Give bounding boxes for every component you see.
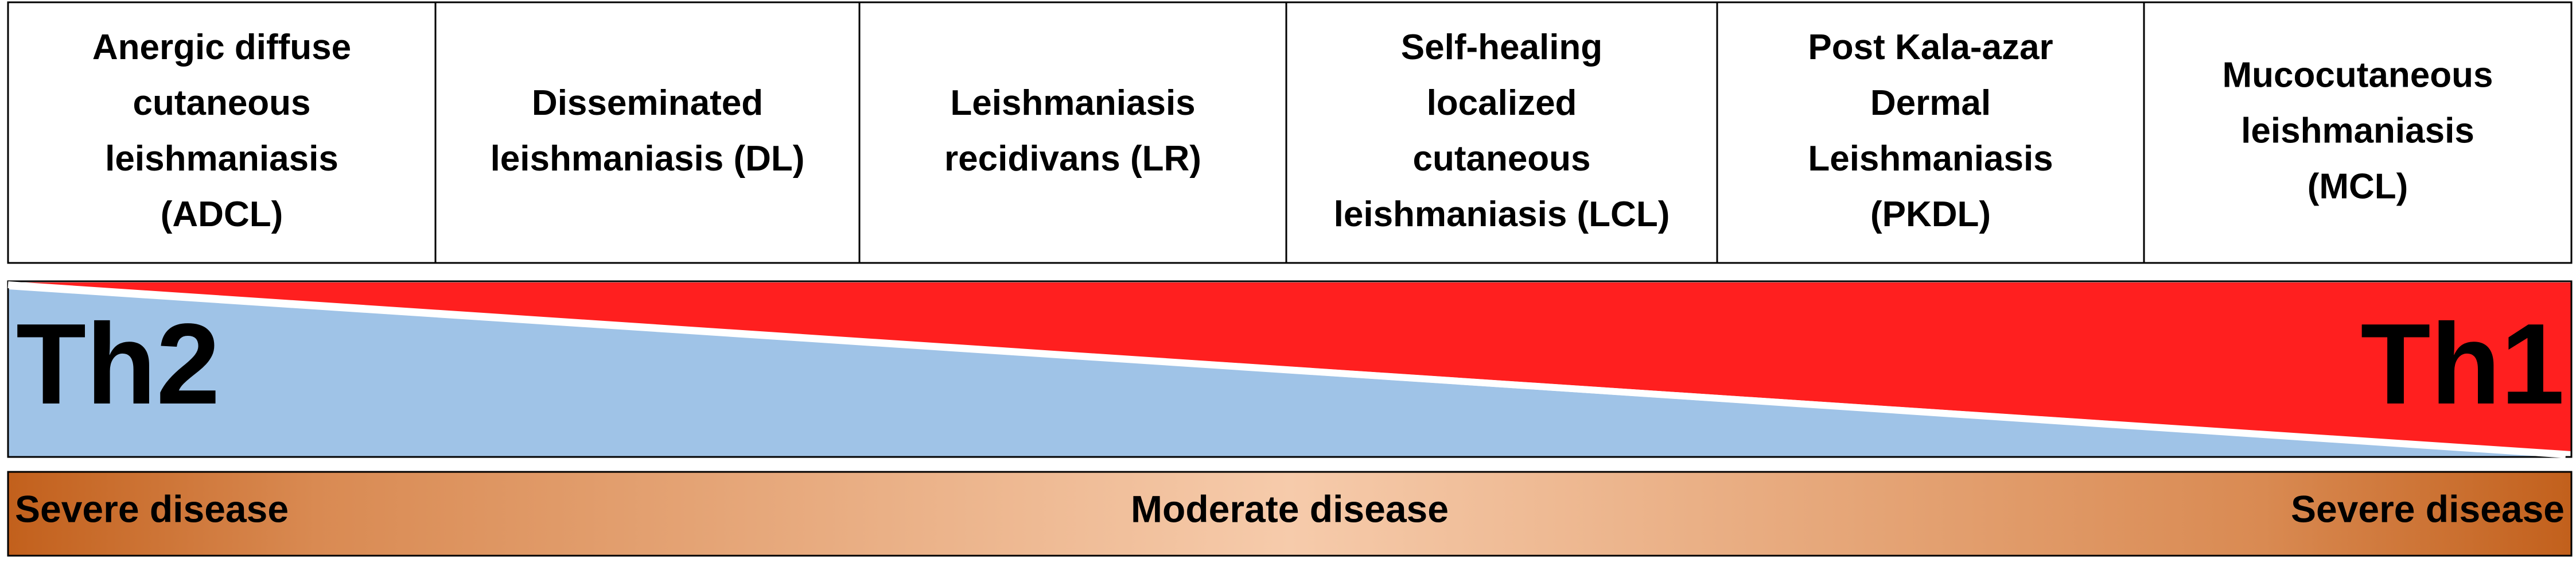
diagonal-divider [7, 281, 2566, 458]
column-label: leishmaniasis [2241, 111, 2474, 150]
table-frame [7, 1, 2573, 264]
th1-label: Th1 [2360, 300, 2565, 428]
column-label: leishmaniasis (LCL) [1334, 195, 1670, 234]
column-label: localized [1427, 83, 1577, 123]
column-label: cutaneous [1412, 139, 1590, 179]
column-label: Post Kala-azar [1808, 28, 2053, 67]
column-label: (ADCL) [161, 195, 283, 234]
severity-right: Severe disease [2291, 487, 2565, 530]
wedge-frame [7, 280, 2573, 458]
column-label: Self-healing [1401, 28, 1602, 67]
column-label: Leishmaniasis [950, 83, 1195, 123]
column-label: leishmaniasis (DL) [491, 139, 805, 179]
column-label: Mucocutaneous [2223, 55, 2493, 95]
column-label: Disseminated [532, 83, 763, 123]
column-label: (MCL) [2307, 166, 2408, 206]
column-label: Leishmaniasis [1808, 139, 2053, 179]
column-label: (PKDL) [1870, 195, 1991, 234]
column-label: cutaneous [133, 83, 310, 123]
column-label: Anergic diffuse [92, 28, 351, 67]
severity-bar [7, 471, 2573, 557]
column-label: leishmaniasis [105, 139, 338, 179]
th2-label: Th2 [16, 300, 220, 428]
severity-center: Moderate disease [1131, 487, 1449, 530]
column-label: recidivans (LR) [944, 139, 1201, 179]
severity-left: Severe disease [15, 487, 289, 530]
column-label: Dermal [1870, 83, 1991, 123]
